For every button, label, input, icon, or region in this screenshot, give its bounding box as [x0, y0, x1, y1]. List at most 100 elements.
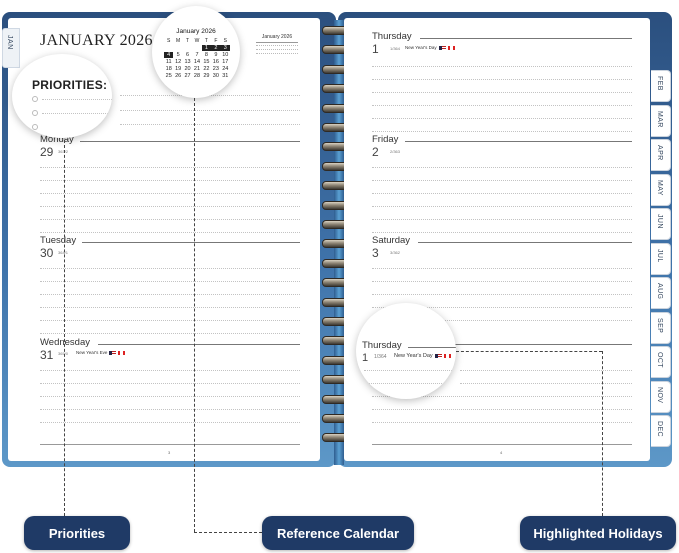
day-of-year: 363/2	[58, 149, 69, 154]
day-of-year: 365/0	[58, 351, 69, 356]
calendar-title: January 2026	[176, 28, 216, 35]
month-tab-label: JUL	[656, 248, 663, 263]
month-tab-jun[interactable]: JUN	[651, 208, 671, 240]
calendar-day: 4	[164, 52, 174, 58]
note-line	[364, 370, 456, 371]
priority-bullet-icon	[32, 110, 38, 116]
weekday-header: S	[223, 38, 227, 44]
calendar-day	[173, 45, 182, 51]
calendar-day: 20	[184, 66, 191, 72]
month-tab-label: MAY	[656, 179, 663, 196]
day-of-year: 1/364	[374, 354, 387, 360]
weekday-header: T	[204, 38, 208, 44]
calendar-connector	[194, 98, 195, 532]
day-number: 29	[40, 145, 54, 159]
day-name: Thursday	[362, 340, 402, 351]
us-flag-icon	[109, 350, 117, 355]
note-line	[372, 219, 632, 220]
month-tab-feb[interactable]: FEB	[651, 70, 671, 102]
calendar-day: 22	[203, 66, 210, 72]
month-tab-dec[interactable]: DEC	[651, 415, 671, 447]
note-line	[372, 118, 632, 119]
month-tab-jul[interactable]: JUL	[651, 242, 671, 275]
month-tab-sep[interactable]: SEP	[651, 311, 671, 344]
month-tab-mar[interactable]: MAR	[651, 104, 671, 137]
calendar-day: 31	[222, 73, 229, 79]
month-tab-label: AUG	[656, 283, 663, 300]
priorities-title: PRIORITIES:	[32, 78, 108, 92]
note-line	[40, 320, 300, 321]
calendar-grid: S M T W T F S 1 2 3 4 5 6 7 8 9 10 11 12 13 14 15 16 17 18 19 20 21…	[164, 38, 230, 79]
calendar-day	[183, 45, 192, 51]
canada-flag-icon	[447, 45, 455, 50]
note-line	[40, 370, 300, 371]
weekday-header: M	[176, 38, 181, 44]
calendar-day: 13	[184, 59, 191, 65]
note-line	[40, 409, 300, 410]
day-rule	[420, 38, 632, 39]
month-tab-nov[interactable]: NOV	[651, 380, 671, 413]
day-number: 31	[40, 348, 54, 362]
note-line	[372, 307, 632, 308]
month-tab-apr[interactable]: APR	[651, 139, 671, 171]
page-bottom-rule	[40, 444, 300, 445]
note-line	[372, 268, 632, 269]
note-line	[40, 193, 300, 194]
note-line	[372, 232, 632, 233]
note-line	[460, 383, 632, 384]
us-flag-icon	[434, 353, 442, 358]
priority-line	[120, 110, 300, 111]
note-line	[40, 180, 300, 181]
month-tab-label: APR	[656, 145, 663, 161]
holiday-zoom: Thursday 1 1/364 New Year's Day	[356, 303, 456, 399]
month-tab-label: DEC	[656, 421, 663, 437]
month-tabs: FEB MAR APR MAY JUN JUL AUG SEP OCT NOV DEC	[651, 70, 675, 460]
priorities-connector	[64, 140, 65, 516]
calendar-day: 8	[204, 52, 208, 58]
month-tab-oct[interactable]: OCT	[651, 346, 671, 378]
day-rule	[455, 344, 632, 345]
note-line	[372, 281, 632, 282]
note-line	[372, 193, 632, 194]
day-name: Friday	[372, 134, 399, 145]
day-number: 2	[372, 145, 379, 159]
calendar-day: 15	[203, 59, 210, 65]
note-line	[372, 167, 632, 168]
day-rule	[82, 242, 300, 243]
month-tab-label: SEP	[656, 317, 663, 333]
priority-bullet-icon	[32, 124, 38, 130]
day-name: Tuesday	[40, 235, 77, 246]
calendar-day: 16	[212, 59, 219, 65]
day-of-year: 364/1	[58, 250, 69, 255]
note-line	[372, 66, 632, 67]
canada-flag-icon	[118, 350, 126, 355]
calendar-day: 18	[165, 66, 172, 72]
day-rule	[408, 347, 456, 348]
month-tab-aug[interactable]: AUG	[651, 277, 671, 309]
calendar-day: 19	[175, 66, 182, 72]
day-block-monday: Monday 29	[40, 134, 300, 159]
calendar-day: 5	[176, 52, 180, 58]
day-rule	[405, 141, 632, 142]
note-line	[40, 219, 300, 220]
day-name: Wednesday	[40, 337, 90, 348]
calendar-day: 9	[214, 52, 218, 58]
day-rule	[98, 344, 300, 345]
month-tab-jan[interactable]: JAN	[2, 28, 20, 68]
priority-bullet-icon	[32, 96, 38, 102]
month-tab-label: FEB	[656, 76, 663, 91]
calendar-day: 17	[222, 59, 229, 65]
day-of-year: 2/363	[390, 149, 401, 154]
calendar-day	[192, 45, 201, 51]
note-line	[40, 422, 300, 423]
page-number: 3	[168, 450, 171, 455]
calendar-day: 24	[222, 66, 229, 72]
day-block-tuesday: Tuesday 30	[40, 235, 300, 260]
canada-flag-icon	[443, 353, 451, 358]
note-line	[372, 206, 632, 207]
note-line	[40, 307, 300, 308]
day-block-saturday: Saturday 3	[372, 235, 632, 260]
calendar-day: 6	[186, 52, 190, 58]
note-line	[40, 281, 300, 282]
month-tab-may[interactable]: MAY	[651, 173, 671, 206]
